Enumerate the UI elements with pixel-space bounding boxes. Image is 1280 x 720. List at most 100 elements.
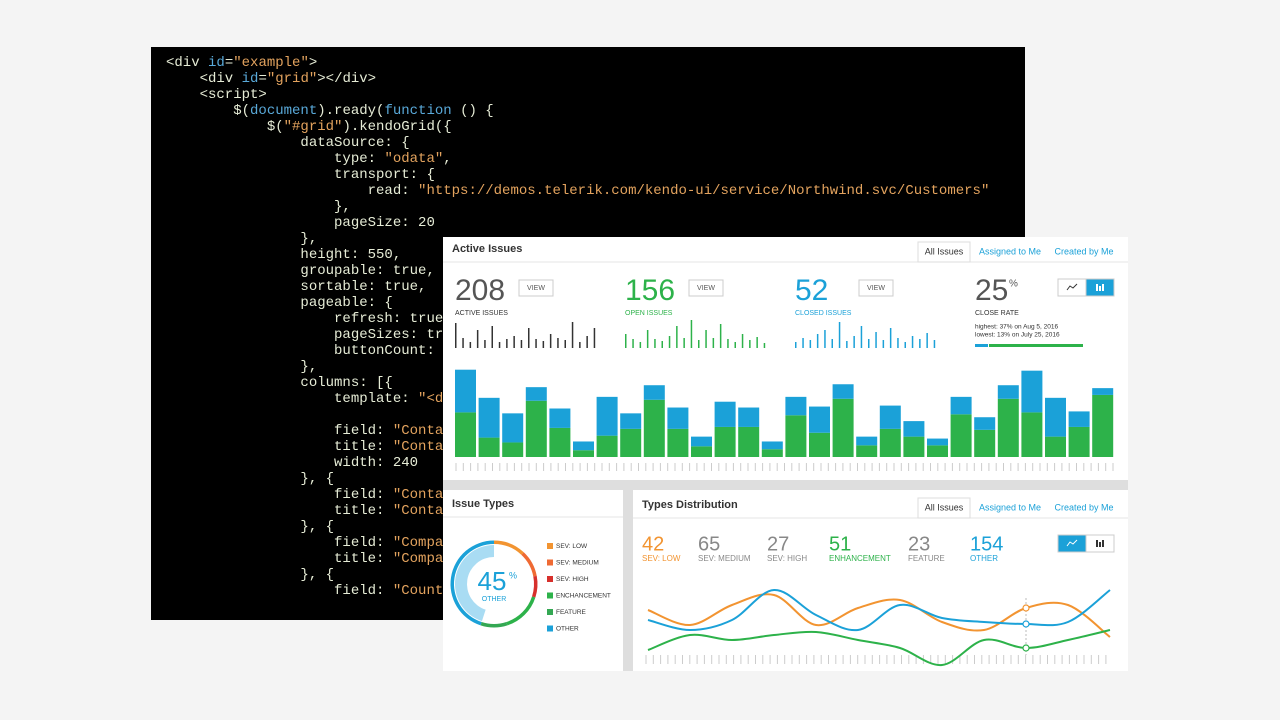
spark-bar: [897, 338, 899, 348]
tab[interactable]: Created by Me: [1054, 246, 1113, 256]
bar-segment: [879, 428, 901, 457]
code-line: groupable: true,: [166, 263, 435, 279]
hover-point: [1022, 644, 1030, 652]
view-button[interactable]: [518, 279, 554, 297]
code-line: <div id="grid"></div>: [166, 71, 376, 87]
spark-bar: [462, 338, 464, 348]
donut-highlight: [455, 545, 494, 622]
bar-segment: [1092, 394, 1114, 457]
bar-segment: [856, 436, 878, 446]
code-line: <div id="example">: [166, 55, 317, 71]
bar-segment: [856, 445, 878, 457]
spark-bar: [593, 328, 596, 348]
hover-point: [1022, 620, 1030, 628]
legend-label: SEV: MEDIUM: [556, 560, 599, 567]
bar-segment: [643, 399, 665, 457]
bar-segment: [1045, 436, 1066, 457]
stat-value: 52: [795, 274, 828, 307]
close-rate-note: highest: 37% on Aug 5, 2016: [975, 324, 1059, 331]
code-line: }, {: [166, 519, 334, 535]
spark-bar: [476, 330, 479, 348]
code-line: buttonCount:: [166, 343, 435, 359]
stat-value: 65: [698, 533, 720, 555]
code-line: title: "Compa: [166, 551, 443, 567]
bar-segment: [1092, 388, 1114, 395]
bar-segment: [785, 415, 807, 457]
donut-segment: [480, 622, 508, 628]
spark-bar: [705, 330, 707, 348]
code-line: width: 240: [166, 455, 418, 471]
bar-segment: [478, 397, 500, 438]
bar-segment: [455, 412, 476, 457]
code-line: transport: {: [166, 167, 435, 183]
bar-segment: [879, 405, 901, 429]
view-button[interactable]: [688, 279, 724, 297]
code-line: },: [166, 199, 351, 215]
icon-bar: [1102, 284, 1104, 291]
bar-segment: [478, 437, 500, 457]
spark-bar: [727, 339, 729, 348]
legend-label: OTHER: [556, 626, 579, 633]
legend-label: SEV: HIGH: [556, 576, 589, 583]
icon-bar: [1099, 286, 1101, 291]
code-line: height: 550,: [166, 247, 401, 263]
tab[interactable]: Created by Me: [1054, 502, 1113, 512]
donut-label: OTHER: [482, 596, 507, 603]
progress-blue: [975, 344, 988, 347]
donut-segment: [532, 575, 538, 598]
bar-segment: [809, 432, 830, 457]
legend-swatch: [547, 592, 553, 599]
code-line: $("#grid").kendoGrid({: [166, 119, 452, 135]
spark-bar: [919, 339, 921, 348]
spark-bar: [734, 342, 736, 348]
bar-segment: [974, 429, 996, 457]
bar-segment: [691, 436, 712, 447]
spark-bar: [889, 328, 892, 348]
stat-value: 25: [975, 274, 1008, 307]
tab[interactable]: Assigned to Me: [979, 246, 1041, 256]
issue-types-panel: [443, 490, 623, 671]
code-line: pageable: {: [166, 295, 393, 311]
stat-label: ENHANCEMENT: [829, 554, 891, 563]
spark-bar: [809, 340, 812, 348]
tab[interactable]: Assigned to Me: [979, 502, 1041, 512]
icon-line: [1066, 283, 1078, 291]
tab[interactable]: All Issues: [925, 246, 964, 256]
spark-bar: [853, 336, 855, 348]
panel-title: Active Issues: [452, 243, 522, 255]
code-line: sortable: true,: [166, 279, 426, 295]
view-button-label: VIEW: [527, 285, 545, 292]
spark-bar: [831, 339, 833, 348]
view-button[interactable]: [858, 279, 894, 297]
bar-segment: [761, 441, 783, 450]
donut-segment: [494, 540, 524, 555]
bar-segment: [903, 421, 925, 437]
spark-bar: [455, 323, 457, 348]
spark-bar: [698, 340, 700, 348]
spark-bar: [846, 341, 848, 348]
spark-bar: [528, 328, 530, 348]
spark-bar: [926, 333, 928, 348]
spark-bar: [520, 340, 523, 348]
stat-value: 27: [767, 533, 789, 555]
spark-bar: [506, 339, 508, 348]
stat-label: ACTIVE ISSUES: [455, 310, 508, 317]
tab[interactable]: All Issues: [925, 502, 964, 512]
spark-bar: [676, 326, 678, 348]
code-line: type: "odata",: [166, 151, 452, 167]
icon-bar: [1096, 284, 1098, 291]
progress-green: [989, 344, 1083, 347]
stat-value: 154: [970, 533, 1003, 555]
spark-bar: [719, 324, 722, 348]
code-line: <script>: [166, 87, 267, 103]
panel-title: Types Distribution: [642, 499, 738, 511]
icon-bar: [1102, 540, 1104, 547]
legend-swatch: [547, 559, 553, 566]
spark-bar: [749, 340, 751, 348]
stat-label: OTHER: [970, 554, 998, 563]
stat-value: 42: [642, 533, 664, 555]
stat-label: SEV: MEDIUM: [698, 554, 751, 563]
spark-bar: [816, 334, 819, 348]
bar-segment: [573, 450, 594, 457]
